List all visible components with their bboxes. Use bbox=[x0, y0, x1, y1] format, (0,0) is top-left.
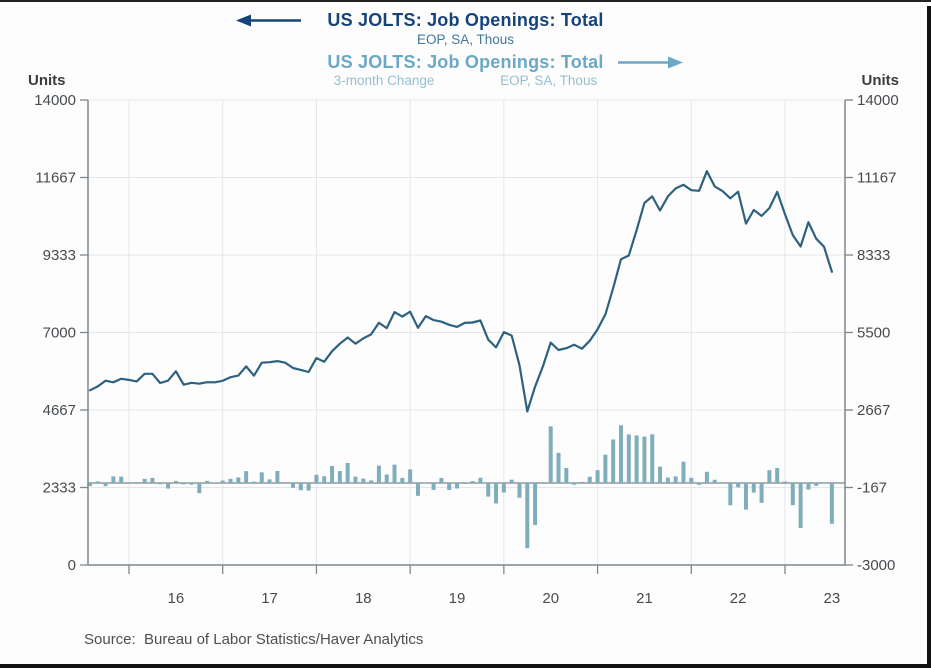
figure-right-border bbox=[927, 6, 931, 668]
left-arrow-icon bbox=[235, 14, 301, 27]
right-arrow-icon bbox=[617, 56, 683, 69]
line-series bbox=[88, 170, 834, 413]
svg-text:18: 18 bbox=[355, 590, 372, 607]
right-axis-units-label: Units bbox=[861, 72, 900, 89]
svg-text:2333: 2333 bbox=[43, 480, 76, 497]
primary-series-subtitle: EOP, SA, Thous bbox=[416, 32, 515, 47]
svg-text:16: 16 bbox=[168, 590, 185, 607]
secondary-series-title: US JOLTS: Job Openings: Total bbox=[327, 52, 604, 72]
svg-text:-3000: -3000 bbox=[857, 557, 895, 574]
figure-bottom-border bbox=[0, 664, 931, 668]
secondary-title-row: US JOLTS: Job Openings: Total bbox=[0, 50, 931, 74]
svg-text:14000: 14000 bbox=[857, 92, 899, 109]
svg-text:5500: 5500 bbox=[857, 325, 890, 342]
svg-text:22: 22 bbox=[730, 590, 747, 607]
svg-text:19: 19 bbox=[449, 590, 466, 607]
right-axis-ticks: 14000 11167 8333 5500 2667 -167 -3000 bbox=[845, 92, 899, 574]
left-axis-units-label: Units bbox=[28, 72, 66, 89]
svg-text:14000: 14000 bbox=[34, 92, 76, 109]
svg-text:8333: 8333 bbox=[857, 247, 890, 264]
svg-text:20: 20 bbox=[542, 590, 559, 607]
primary-series-title: US JOLTS: Job Openings: Total bbox=[327, 10, 604, 30]
svg-text:17: 17 bbox=[261, 590, 278, 607]
chart-title-block: US JOLTS: Job Openings: Total EOP, SA, T… bbox=[0, 8, 931, 92]
primary-title-row: US JOLTS: Job Openings: Total bbox=[0, 8, 931, 32]
secondary-subtitle-change: 3-month Change bbox=[333, 73, 435, 88]
svg-text:0: 0 bbox=[68, 557, 76, 574]
svg-text:21: 21 bbox=[636, 590, 653, 607]
bar-series bbox=[87, 425, 834, 549]
svg-text:2667: 2667 bbox=[857, 402, 890, 419]
svg-text:4667: 4667 bbox=[43, 402, 76, 419]
svg-text:11667: 11667 bbox=[35, 170, 76, 187]
svg-text:9333: 9333 bbox=[43, 247, 76, 264]
svg-text:23: 23 bbox=[824, 590, 841, 607]
secondary-subtitle-units: EOP, SA, Thous bbox=[500, 73, 598, 88]
svg-text:7000: 7000 bbox=[43, 325, 76, 342]
left-axis-ticks: 14000 11667 9333 7000 4667 2333 0 bbox=[34, 92, 88, 574]
source-note: Source: Bureau of Labor Statistics/Haver… bbox=[84, 631, 424, 648]
svg-text:-167: -167 bbox=[857, 480, 887, 497]
x-axis-ticks: 16 17 18 19 20 21 22 23 bbox=[128, 565, 841, 607]
secondary-series-subtitle: 3-month Change EOP, SA, Thous bbox=[0, 74, 931, 92]
svg-text:11167: 11167 bbox=[857, 170, 897, 187]
figure-top-border bbox=[0, 0, 931, 2]
